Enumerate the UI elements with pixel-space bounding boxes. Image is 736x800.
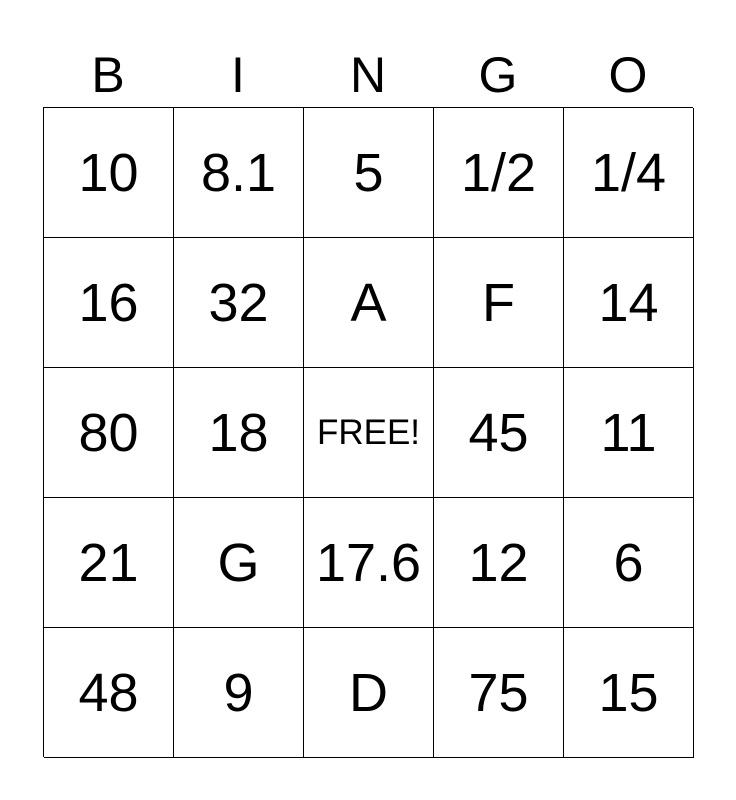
- bingo-cell: 5: [304, 108, 434, 238]
- bingo-cell: 12: [434, 498, 564, 628]
- bingo-header: B I N G O: [43, 45, 693, 105]
- bingo-cell: 1/4: [564, 108, 694, 238]
- header-letter-o: O: [608, 47, 648, 103]
- bingo-cell: 8.1: [174, 108, 304, 238]
- bingo-cell: 80: [44, 368, 174, 498]
- bingo-cell: D: [304, 628, 434, 758]
- header-letter-i: I: [231, 47, 245, 103]
- bingo-grid: 10 8.1 5 1/2 1/4 16 32 A F 14 80 18 FREE! 45 11 21 G 17.6…: [43, 107, 694, 758]
- header-letter-g: G: [478, 47, 518, 103]
- bingo-cell: 18: [174, 368, 304, 498]
- bingo-cell: 10: [44, 108, 174, 238]
- bingo-cell: 48: [44, 628, 174, 758]
- bingo-cell: A: [304, 238, 434, 368]
- bingo-cell: 15: [564, 628, 694, 758]
- bingo-cell: 6: [564, 498, 694, 628]
- bingo-cell: 32: [174, 238, 304, 368]
- bingo-cell: 16: [44, 238, 174, 368]
- bingo-cell: 14: [564, 238, 694, 368]
- free-space-cell: FREE!: [304, 368, 434, 498]
- bingo-cell: 75: [434, 628, 564, 758]
- bingo-cell: F: [434, 238, 564, 368]
- bingo-cell: 11: [564, 368, 694, 498]
- bingo-cell: 17.6: [304, 498, 434, 628]
- bingo-cell: 45: [434, 368, 564, 498]
- header-letter-b: B: [91, 47, 125, 103]
- bingo-cell: 1/2: [434, 108, 564, 238]
- bingo-cell: 9: [174, 628, 304, 758]
- bingo-cell: 21: [44, 498, 174, 628]
- header-letter-n: N: [349, 47, 387, 103]
- bingo-cell: G: [174, 498, 304, 628]
